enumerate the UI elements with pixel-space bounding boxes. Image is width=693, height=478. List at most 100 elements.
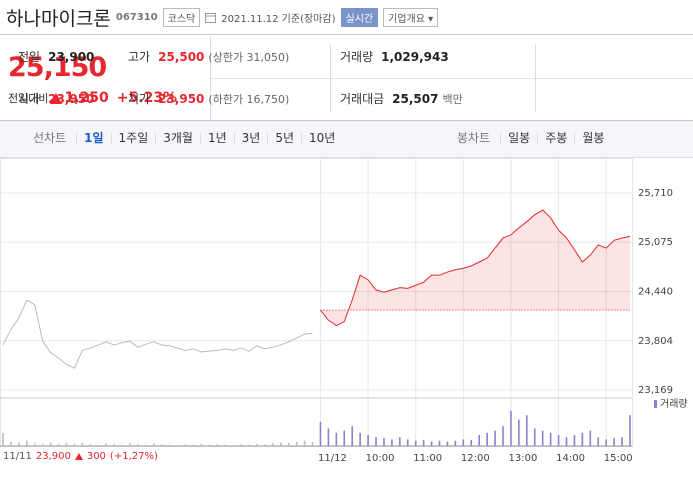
y-tick-label: 25,075: [638, 237, 673, 248]
volume-bar: [557, 435, 560, 446]
volume-bar: [430, 441, 433, 446]
volume-bar: [573, 435, 576, 446]
volume-bar: [41, 443, 44, 446]
company-info-button[interactable]: 기업개요 ▾: [383, 7, 439, 27]
volume-bar: [391, 439, 393, 446]
volume-bar: [581, 432, 584, 446]
volume-bar: [383, 438, 385, 446]
up-arrow: [74, 453, 83, 460]
candle-tabs: 봉차트 일봉 주봉 월봉: [450, 132, 611, 144]
y-tick-label: 23,169: [638, 385, 673, 396]
volume-bar: [303, 440, 306, 446]
info-label: 저가: [128, 92, 151, 106]
candle-tab[interactable]: 일봉: [500, 132, 537, 144]
date: 2021.11.12 기준(장마감): [221, 13, 336, 25]
volume-bar: [399, 437, 401, 446]
volume-bar: [295, 441, 298, 446]
volume-bar: [256, 443, 258, 446]
volume-bar: [518, 419, 520, 446]
candle-tab[interactable]: 월봉: [574, 132, 611, 144]
volume-bar: [121, 444, 123, 446]
info-extra: (상한가 31,050): [208, 50, 290, 64]
prev-day: 11/11 23,900 300 (+1,27%): [3, 451, 158, 462]
info-cell: 거래량 1,029,943: [340, 48, 449, 65]
x-tick-label: 15:00: [604, 453, 633, 464]
tab-label: 선차트: [33, 131, 67, 145]
info-extra: 백만: [442, 92, 463, 106]
period-tab[interactable]: 1주일: [110, 132, 156, 144]
volume-bar: [462, 439, 465, 446]
volume-bar: [26, 440, 28, 446]
volume-bar: [541, 430, 544, 446]
header: 하나마이크론 067310 코스닥 2021.11.12 기준(장마감) 실시간…: [0, 0, 693, 35]
volume-bar: [565, 437, 568, 446]
volume-bar: [105, 443, 107, 446]
info-value: 25,507: [392, 91, 439, 106]
volume-bar: [494, 430, 496, 446]
period-tab[interactable]: 1일: [76, 132, 110, 144]
info-label: 거래량: [340, 50, 374, 64]
volume-bar: [502, 426, 504, 446]
divider: [211, 78, 693, 79]
volume-bar: [18, 442, 20, 446]
info-value: 1,029,943: [381, 49, 449, 64]
volume-bar: [589, 430, 592, 446]
volume-bar: [621, 437, 623, 446]
volume-bar: [73, 443, 76, 446]
volume-bar: [264, 444, 266, 446]
volume-bar: [287, 442, 290, 446]
realtime-button[interactable]: 실시간: [340, 7, 379, 27]
volume-bar: [446, 441, 449, 446]
volume-bar: [406, 439, 409, 446]
period-tab[interactable]: 5년: [267, 132, 301, 144]
volume-bar: [152, 443, 155, 446]
volume-bar: [343, 430, 346, 446]
prev-change: 300: [86, 451, 106, 462]
volume-bar: [89, 444, 92, 446]
period-tab[interactable]: 3개월: [155, 132, 200, 144]
volume-bar: [192, 444, 195, 446]
tab-bar: 선차트 1일 1주일 3개월 1년 3년 5년 10년 봉차트 일봉 주봉 월봉: [0, 121, 693, 158]
volume-bar: [49, 442, 52, 446]
x-tick-label: 11:00: [413, 453, 442, 464]
info-value: 25,500: [158, 49, 205, 64]
calendar-icon: [205, 12, 217, 23]
market-tag: 코스닥: [162, 7, 201, 27]
y-tick-label: 23,804: [638, 336, 673, 347]
x-tick-label: 11/12: [318, 453, 347, 464]
volume-bar: [137, 444, 139, 446]
prev-rate: (+1,27%): [109, 451, 158, 462]
volume-bar: [184, 444, 187, 446]
current-price: 25,150: [8, 52, 107, 83]
info-label: 거래대금: [340, 92, 385, 106]
price-line: [320, 209, 631, 327]
chart: 25,710 25,075 24,440 23,804 23,169 11/12 10:00…: [0, 158, 688, 464]
info-cell: 전일 23,900: [18, 48, 94, 65]
volume-bar: [478, 435, 481, 446]
legend-label: 거래량: [660, 398, 688, 410]
info-cell: 고가 25,500 (상한가 31,050): [128, 48, 289, 65]
x-tick-label: 14:00: [556, 453, 585, 464]
info-cell: 시가 23,950: [18, 90, 94, 107]
volume-bar: [57, 444, 60, 446]
volume-bar: [526, 415, 528, 446]
volume-bar: [224, 444, 227, 446]
x-tick-label: 12:00: [461, 453, 490, 464]
volume-bar: [327, 428, 330, 446]
period-tab[interactable]: 3년: [233, 132, 268, 144]
volume-bar: [454, 440, 457, 446]
volume-bar: [160, 444, 163, 446]
period-tab[interactable]: 1년: [199, 132, 234, 144]
area: [320, 210, 630, 326]
volume-bar: [200, 443, 203, 446]
volume-bar: [359, 432, 361, 446]
divider: [330, 44, 331, 112]
info-value: 23,950: [48, 91, 95, 106]
change-rate: +5.23%: [116, 90, 178, 106]
period-tab[interactable]: 10년: [301, 132, 342, 144]
volume-bar: [208, 444, 211, 446]
volume-bar: [414, 440, 417, 446]
change: 1,250: [64, 90, 109, 106]
candle-tab[interactable]: 주봉: [537, 132, 574, 144]
volume-bar: [375, 437, 377, 446]
